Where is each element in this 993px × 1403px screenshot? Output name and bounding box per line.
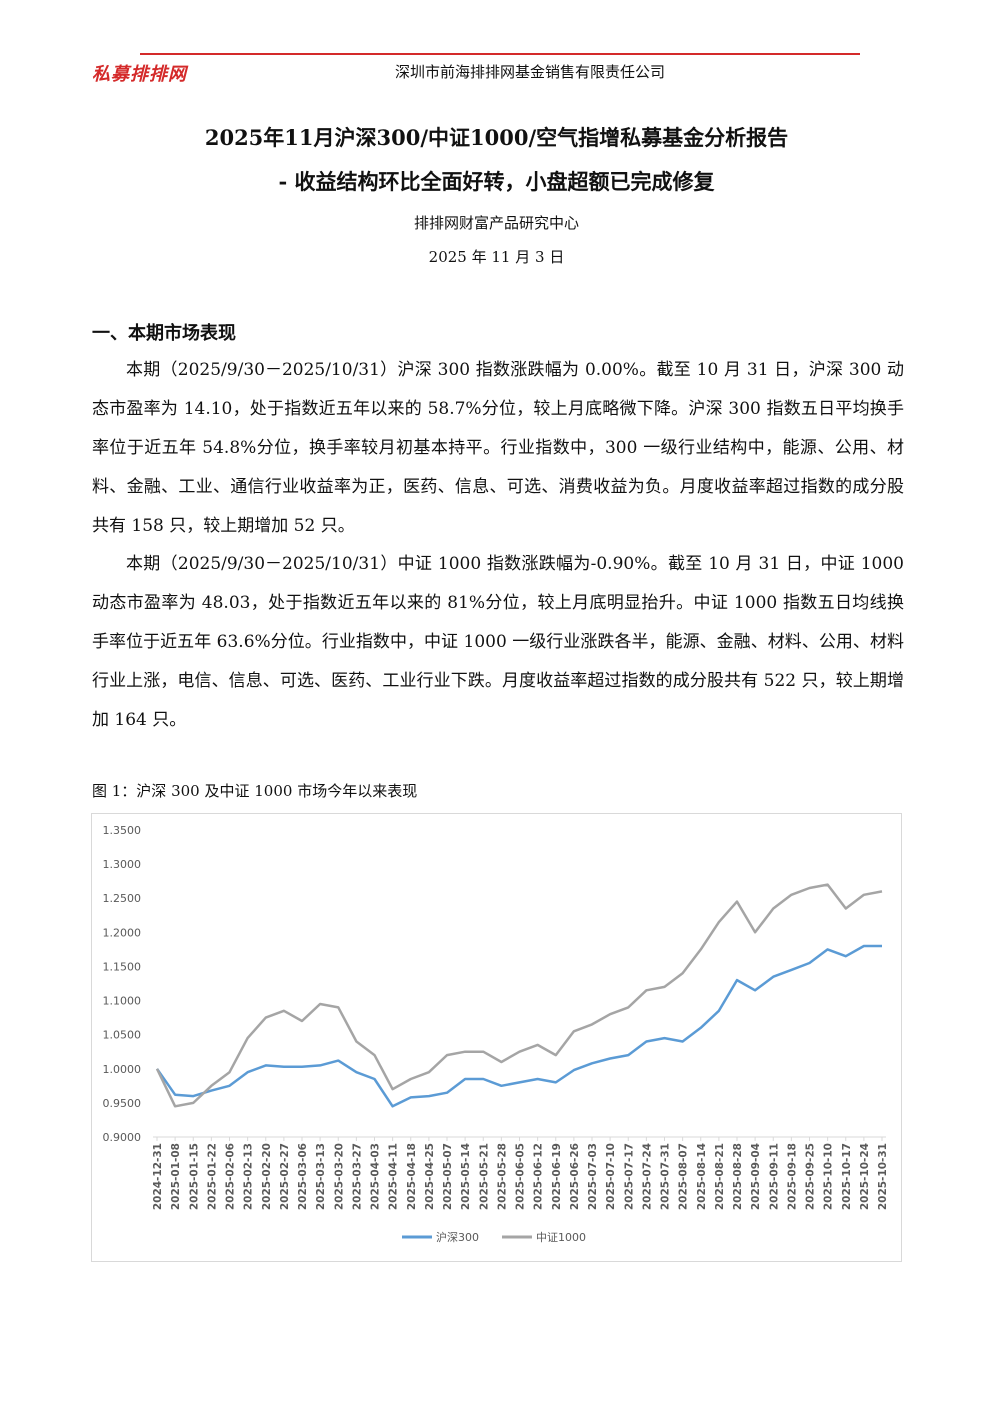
chart-frame xyxy=(91,813,902,1262)
y-tick-label: 0.9500 xyxy=(103,1097,142,1110)
y-tick-label: 1.0000 xyxy=(103,1063,142,1076)
company: 深圳市前海排排网基金销售有限责任公司 xyxy=(394,63,665,81)
paragraph: 本期（2025/9/30－2025/10/31）沪深 300 指数涨跌幅为 0.… xyxy=(92,360,904,536)
x-tick-label: 2025-05-07 xyxy=(442,1143,454,1210)
x-tick-label: 2025-10-24 xyxy=(859,1143,871,1210)
x-tick-label: 2025-03-06 xyxy=(297,1143,309,1210)
x-tick-label: 2025-01-22 xyxy=(206,1143,218,1210)
x-tick-label: 2025-05-28 xyxy=(496,1143,508,1210)
x-tick-label: 2025-10-17 xyxy=(841,1143,853,1210)
x-tick-label: 2024-12-31 xyxy=(152,1143,164,1210)
x-tick-label: 2025-10-31 xyxy=(877,1143,889,1210)
x-tick-label: 2025-08-14 xyxy=(696,1143,708,1210)
header-rule xyxy=(140,53,860,55)
x-tick-label: 2025-08-07 xyxy=(678,1143,690,1210)
x-tick-label: 2025-06-26 xyxy=(569,1143,581,1210)
x-tick-label: 2025-09-25 xyxy=(805,1143,817,1210)
x-tick-label: 2025-04-11 xyxy=(388,1143,400,1210)
y-tick-label: 0.9000 xyxy=(103,1131,142,1144)
x-tick-label: 2025-05-21 xyxy=(478,1143,490,1210)
y-tick-label: 1.1500 xyxy=(103,960,142,973)
y-tick-label: 1.2500 xyxy=(103,892,142,905)
figure-caption: 图 1：沪深 300 及中证 1000 市场今年以来表现 xyxy=(92,782,418,800)
x-tick-label: 2025-08-28 xyxy=(732,1143,744,1210)
x-tick-label: 2025-03-20 xyxy=(333,1143,345,1210)
x-tick-label: 2025-08-21 xyxy=(714,1143,726,1210)
author: 排排网财富产品研究中心 xyxy=(413,214,579,232)
x-tick-label: 2025-02-20 xyxy=(261,1143,273,1210)
x-tick-label: 2025-06-19 xyxy=(551,1143,563,1210)
x-tick-label: 2025-09-18 xyxy=(786,1143,798,1210)
x-tick-label: 2025-05-14 xyxy=(460,1143,472,1210)
paragraph: 本期（2025/9/30－2025/10/31）中证 1000 指数涨跌幅为-0… xyxy=(92,554,904,730)
y-tick-label: 1.2000 xyxy=(103,926,142,939)
x-tick-label: 2025-04-03 xyxy=(370,1143,382,1210)
x-tick-label: 2025-07-24 xyxy=(641,1143,653,1210)
series-line xyxy=(155,883,883,1108)
x-tick-label: 2025-06-05 xyxy=(515,1143,527,1210)
x-tick-label: 2025-07-10 xyxy=(605,1143,617,1210)
legend-label: 沪深300 xyxy=(436,1230,479,1244)
x-tick-label: 2025-04-18 xyxy=(406,1143,418,1210)
x-tick-label: 2025-07-31 xyxy=(660,1143,672,1210)
series-line xyxy=(155,944,882,1108)
y-tick-label: 1.0500 xyxy=(103,1029,142,1042)
date: 2025 年 11 月 3 日 xyxy=(428,248,565,266)
subtitle: - 收益结构环比全面好转，小盘超额已完成修复 xyxy=(278,169,715,194)
x-tick-label: 2025-09-04 xyxy=(750,1143,762,1210)
y-tick-label: 1.3000 xyxy=(103,858,142,871)
x-tick-label: 2025-03-13 xyxy=(315,1143,327,1210)
section-heading: 一、本期市场表现 xyxy=(92,323,236,344)
x-tick-label: 2025-02-13 xyxy=(243,1143,255,1210)
title: 2025年11月沪深300/中证1000/空气指增私募基金分析报告 xyxy=(204,125,789,150)
x-tick-label: 2025-06-12 xyxy=(533,1143,545,1210)
x-tick-label: 2025-09-11 xyxy=(768,1143,780,1210)
x-tick-label: 2025-10-10 xyxy=(823,1143,835,1210)
x-tick-label: 2025-02-06 xyxy=(225,1143,237,1210)
y-tick-label: 1.3500 xyxy=(103,824,142,837)
logo: 私募排排网 xyxy=(92,64,187,85)
x-tick-label: 2025-07-17 xyxy=(623,1143,635,1210)
x-tick-label: 2025-04-25 xyxy=(424,1143,436,1210)
x-tick-label: 2025-07-03 xyxy=(587,1143,599,1210)
x-tick-label: 2025-03-27 xyxy=(351,1143,363,1210)
legend-label: 中证1000 xyxy=(536,1231,586,1244)
x-tick-label: 2025-01-15 xyxy=(188,1143,200,1210)
x-tick-label: 2025-02-27 xyxy=(279,1143,291,1210)
y-tick-label: 1.1000 xyxy=(103,995,142,1008)
x-tick-label: 2025-01-08 xyxy=(170,1143,182,1210)
